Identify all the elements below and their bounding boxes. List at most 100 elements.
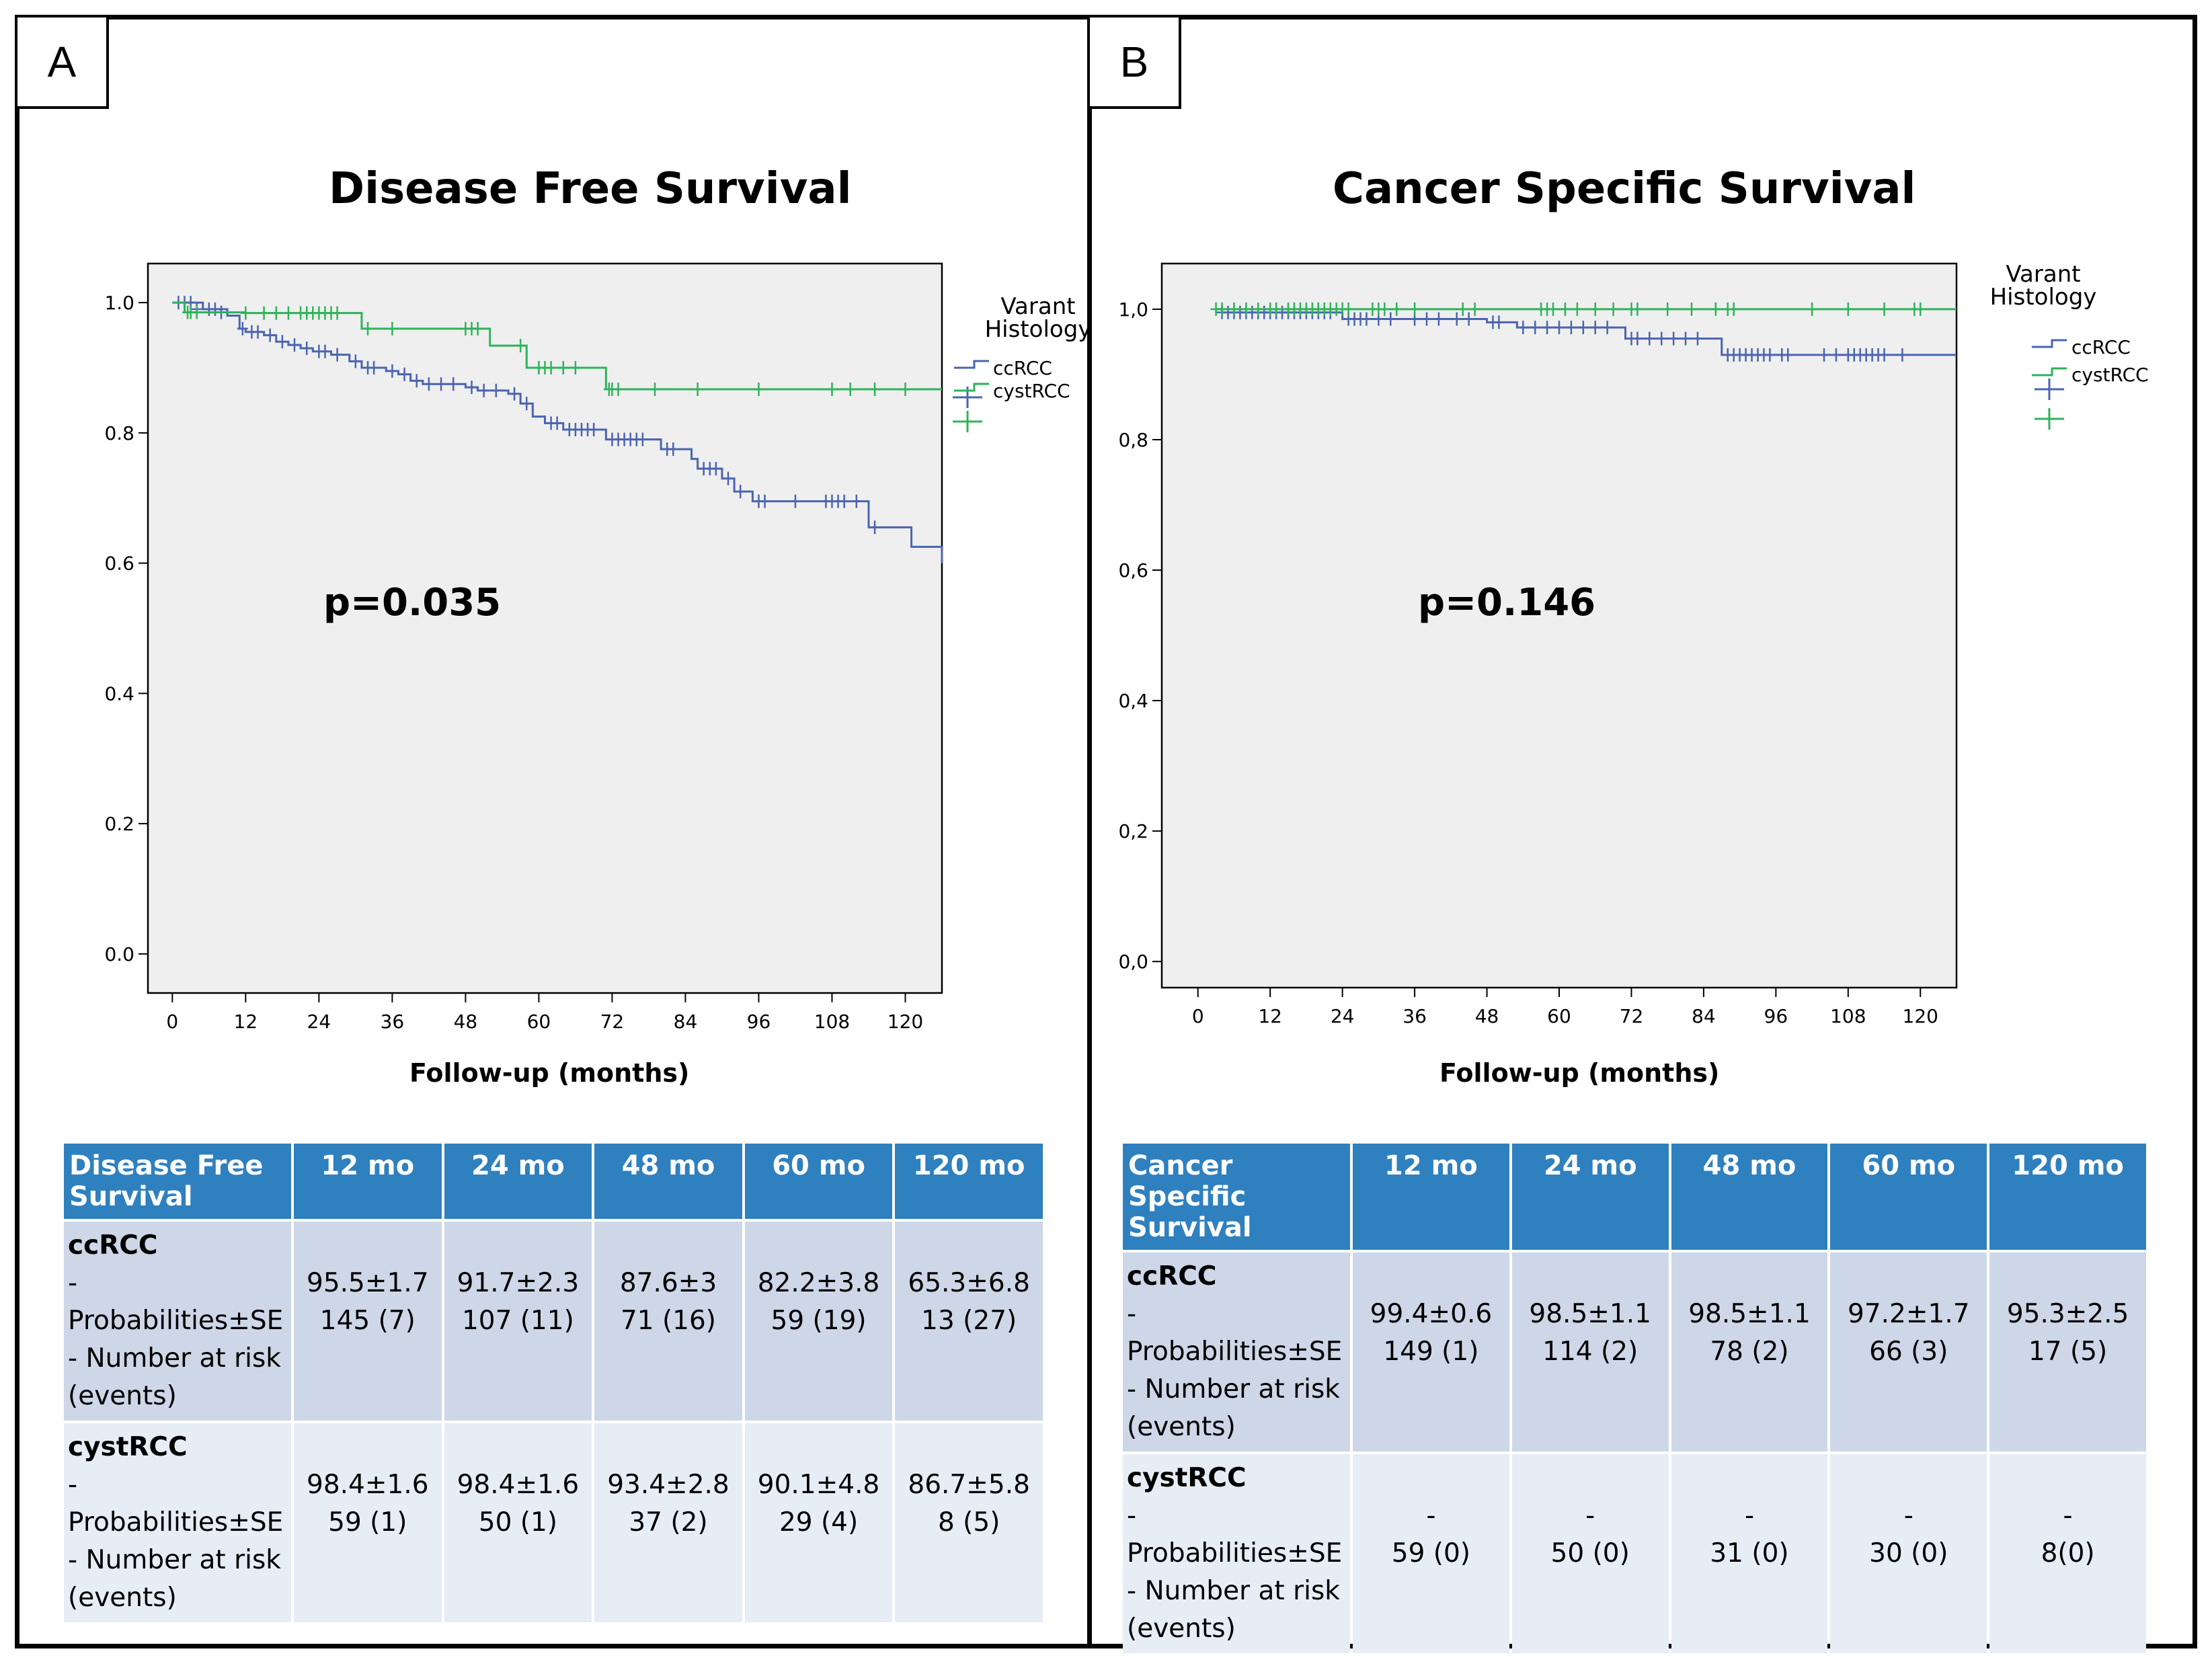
risk-value: 78 (2): [1710, 1337, 1789, 1367]
censor-mark-ccRCC: [1602, 321, 1613, 335]
censor-mark-ccRCC: [1692, 331, 1703, 346]
y-tick-label: 0,8: [1118, 429, 1148, 451]
table-header-cell: 120 mo: [895, 1144, 1043, 1219]
legend-censor-ccRCC: [2035, 379, 2064, 400]
censor-mark-cystRCC: [1548, 302, 1559, 316]
risk-value: 13 (27): [921, 1306, 1017, 1336]
censor-mark-cystRCC: [569, 361, 581, 374]
survival-table-a: Disease Free Survival 12 mo 24 mo 48 mo …: [61, 1141, 1045, 1625]
censor-mark-ccRCC: [1589, 321, 1601, 335]
prob-value: 99.4±0.6: [1370, 1299, 1493, 1329]
censor-mark-cystRCC: [844, 382, 856, 396]
censor-mark-cystRCC: [1915, 302, 1926, 316]
censor-mark-ccRCC: [668, 442, 679, 456]
row-label-cell: ccRCC -Probabilities±SE - Number at risk…: [64, 1222, 291, 1421]
x-tick-label: 96: [747, 1010, 771, 1033]
table-cell: 95.5±1.7 145 (7): [294, 1222, 442, 1421]
censor-mark-ccRCC: [289, 338, 301, 352]
censor-mark-ccRCC: [588, 423, 600, 437]
table-header-cell: 48 mo: [1671, 1144, 1828, 1250]
table-cell: 97.2±1.7 66 (3): [1830, 1252, 1987, 1452]
x-tick-label: 96: [1764, 1005, 1788, 1027]
row-desc: - Number at risk: [68, 1343, 281, 1374]
table-header-row: Cancer Specific Survival 12 mo 24 mo 48 …: [1123, 1144, 2146, 1250]
table-row: cystRCC -Probabilities±SE - Number at ri…: [64, 1423, 1043, 1622]
y-tick-label: 0,6: [1118, 559, 1148, 582]
legend-label-ccrcc-b: ccRCC: [2071, 336, 2131, 358]
risk-value: 29 (4): [779, 1507, 859, 1538]
x-tick-label: 120: [1903, 1005, 1938, 1027]
y-tick-label: 0.0: [104, 943, 134, 965]
p-value-a: p=0.035: [323, 581, 502, 625]
censor-mark-ccRCC: [368, 361, 380, 374]
legend-swatch-ccRCC: [954, 360, 989, 369]
risk-value: 30 (0): [1869, 1538, 1948, 1568]
x-tick-label: 72: [1620, 1005, 1644, 1027]
row-desc: (events): [1127, 1412, 1236, 1442]
x-tick-label: 0: [166, 1010, 178, 1033]
prob-value: 95.5±1.7: [307, 1268, 429, 1298]
censor-mark-cystRCC: [1457, 302, 1468, 316]
x-tick-label: 84: [674, 1010, 698, 1033]
km-curve-ccRCC: [172, 301, 943, 563]
table-cell: 90.1±4.8 29 (4): [744, 1423, 893, 1622]
group-name: ccRCC: [68, 1230, 158, 1261]
legend-censor-cystRCC: [2035, 408, 2064, 430]
table-cell: 98.4±1.6 50 (1): [444, 1423, 592, 1622]
x-tick-label: 24: [1331, 1005, 1355, 1027]
prob-value: 91.7±2.3: [457, 1268, 580, 1298]
censor-mark-ccRCC: [448, 377, 459, 391]
risk-value: 8 (5): [937, 1507, 1000, 1538]
table-header-cell: 48 mo: [594, 1144, 742, 1219]
censor-mark-cystRCC: [869, 382, 881, 396]
table-row: ccRCC -Probabilities±SE - Number at risk…: [64, 1222, 1043, 1421]
censor-mark-cystRCC: [258, 306, 270, 320]
group-name: cystRCC: [68, 1432, 188, 1462]
prob-value: 82.2±3.8: [757, 1268, 880, 1298]
table-header-cell: Disease Free Survival: [64, 1144, 291, 1219]
censor-mark-ccRCC: [350, 354, 361, 368]
censor-mark-ccRCC: [759, 494, 771, 508]
group-name: ccRCC: [1127, 1261, 1217, 1291]
table-cell: - 59 (0): [1353, 1454, 1509, 1653]
risk-value: 66 (3): [1869, 1337, 1948, 1367]
row-desc: -Probabilities±SE: [1127, 1299, 1343, 1367]
censor-mark-cystRCC: [282, 306, 294, 320]
row-desc: - Number at risk: [1127, 1374, 1340, 1404]
table-header-cell: Cancer Specific Survival: [1123, 1144, 1350, 1250]
row-desc: -Probabilities±SE: [68, 1268, 284, 1336]
risk-value: 31 (0): [1710, 1538, 1789, 1568]
censor-mark-cystRCC: [191, 305, 202, 319]
x-tick-label: 84: [1692, 1005, 1716, 1027]
x-tick-label: 48: [454, 1010, 478, 1033]
censor-mark-cystRCC: [1379, 302, 1390, 316]
prob-value: 86.7±5.8: [908, 1470, 1030, 1500]
table-cell: - 50 (0): [1511, 1454, 1669, 1653]
prob-value: -: [1426, 1501, 1436, 1531]
censor-mark-cystRCC: [1632, 302, 1643, 316]
censor-mark-cystRCC: [1391, 302, 1403, 316]
censor-mark-ccRCC: [1517, 321, 1529, 335]
censor-mark-cystRCC: [1409, 302, 1421, 316]
censor-mark-cystRCC: [1559, 302, 1571, 316]
table-cell: 65.3±6.8 13 (27): [895, 1222, 1043, 1421]
censor-mark-cystRCC: [1253, 302, 1264, 316]
censor-mark-cystRCC: [900, 382, 911, 396]
y-tick-label: 0.4: [104, 682, 134, 705]
km-chart-b: 0,0 0,2 0,4 0,6 0,8 1,0 0 12 24 36 48 60 72 84 96 108 12…: [1118, 262, 2067, 1027]
x-tick-label: 60: [1547, 1005, 1571, 1027]
legend-swatch-ccRCC: [2032, 339, 2067, 348]
panel-b-tag: B: [1087, 15, 1181, 109]
x-axis-label-b: Follow-up (months): [1439, 1058, 1720, 1088]
legend-censor-cystRCC: [953, 411, 982, 432]
panel-a: A Disease Free Survival 0.0 0.2 0.4 0.6 0.8 1…: [15, 15, 1101, 1648]
risk-value: 145 (7): [319, 1306, 416, 1336]
censor-mark-cystRCC: [1228, 302, 1240, 316]
x-tick-label: 12: [234, 1010, 258, 1033]
censor-mark-ccRCC: [1819, 348, 1829, 362]
censor-mark-cystRCC: [692, 382, 703, 396]
censor-mark-ccRCC: [490, 383, 502, 397]
censor-mark-ccRCC: [1897, 348, 1908, 362]
censor-mark-ccRCC: [851, 494, 862, 508]
censor-mark-cystRCC: [1728, 302, 1739, 316]
